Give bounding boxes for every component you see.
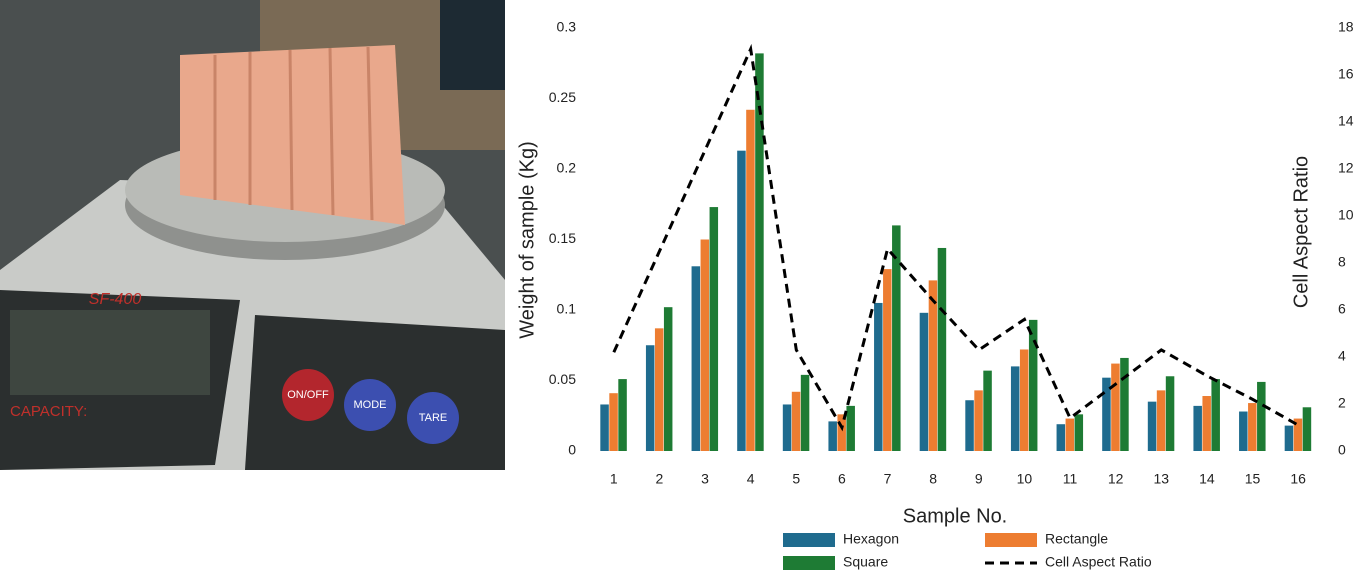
bar xyxy=(801,375,810,451)
button-label: ON/OFF xyxy=(287,389,329,401)
bar xyxy=(1120,358,1129,451)
bar xyxy=(692,266,701,451)
y-tick-label: 0.05 xyxy=(549,371,576,387)
x-tick-label: 15 xyxy=(1245,471,1261,487)
bar xyxy=(646,345,655,451)
y-tick-label: 0.3 xyxy=(557,19,577,35)
bar xyxy=(655,328,664,451)
bar xyxy=(1285,426,1294,451)
bar xyxy=(1211,379,1220,451)
x-tick-label: 9 xyxy=(975,471,983,487)
bar xyxy=(920,313,929,451)
legend-label: Hexagon xyxy=(843,531,899,547)
capacity-label: CAPACITY: xyxy=(10,403,87,420)
x-tick-label: 13 xyxy=(1154,471,1170,487)
bar xyxy=(746,110,755,451)
bar xyxy=(792,392,801,451)
bar xyxy=(892,225,901,451)
model-label: SF-400 xyxy=(89,291,142,308)
x-tick-label: 4 xyxy=(747,471,755,487)
bar xyxy=(618,379,627,451)
legend-swatch xyxy=(783,556,835,570)
page: SF-400 CAPACITY: ON/OFF MODE TARE Sample… xyxy=(0,0,1356,576)
y-tick-label: 0.25 xyxy=(549,89,576,105)
y2-tick-label: 6 xyxy=(1338,301,1346,317)
bar xyxy=(974,390,983,451)
y-tick-label: 0.2 xyxy=(557,160,577,176)
x-tick-label: 12 xyxy=(1108,471,1124,487)
bar xyxy=(1057,424,1066,451)
bar xyxy=(883,269,892,451)
photo: SF-400 CAPACITY: ON/OFF MODE TARE xyxy=(0,0,505,470)
bar xyxy=(1148,402,1157,451)
legend-swatch xyxy=(783,533,835,547)
bar xyxy=(1239,412,1248,451)
bar xyxy=(1248,403,1257,451)
bar xyxy=(701,240,710,452)
bar xyxy=(1257,382,1266,451)
x-tick-label: 1 xyxy=(610,471,618,487)
x-tick-label: 2 xyxy=(656,471,664,487)
bar xyxy=(938,248,947,451)
legend-label: Cell Aspect Ratio xyxy=(1045,554,1152,570)
bar xyxy=(874,303,883,451)
y2-tick-label: 2 xyxy=(1338,395,1346,411)
monitor xyxy=(440,0,505,90)
y-tick-label: 0.15 xyxy=(549,230,576,246)
y2-tick-label: 0 xyxy=(1338,442,1346,458)
y2-tick-label: 12 xyxy=(1338,160,1354,176)
bar xyxy=(1157,390,1166,451)
legend-swatch xyxy=(985,533,1037,547)
bar xyxy=(710,207,719,451)
figure: SF-400 CAPACITY: ON/OFF MODE TARE Sample… xyxy=(0,0,1356,576)
bar xyxy=(1166,376,1175,451)
bar xyxy=(1066,419,1075,451)
bar xyxy=(837,414,846,451)
x-tick-label: 8 xyxy=(929,471,937,487)
y2-tick-label: 16 xyxy=(1338,66,1354,82)
bar xyxy=(846,406,855,451)
bar xyxy=(1011,366,1020,451)
bar xyxy=(983,371,992,451)
bar xyxy=(609,393,618,451)
x-tick-label: 5 xyxy=(792,471,800,487)
bar xyxy=(929,280,938,451)
x-tick-label: 7 xyxy=(884,471,892,487)
button-label: TARE xyxy=(419,412,448,424)
bar xyxy=(828,421,837,451)
x-tick-label: 10 xyxy=(1017,471,1033,487)
y-axis-title: Weight of sample (Kg) xyxy=(516,141,538,339)
y2-tick-label: 10 xyxy=(1338,207,1354,223)
bar xyxy=(783,404,792,451)
legend-label: Rectangle xyxy=(1045,531,1108,547)
bar xyxy=(1020,349,1029,451)
bar xyxy=(1111,364,1120,451)
y2-tick-label: 18 xyxy=(1338,19,1354,35)
x-tick-label: 3 xyxy=(701,471,709,487)
y2-tick-label: 14 xyxy=(1338,113,1354,129)
bar xyxy=(1029,320,1038,451)
bar xyxy=(1303,407,1312,451)
x-tick-label: 6 xyxy=(838,471,846,487)
y2-tick-label: 8 xyxy=(1338,254,1346,270)
bar xyxy=(1202,396,1211,451)
x-tick-label: 16 xyxy=(1290,471,1306,487)
y2-tick-label: 4 xyxy=(1338,348,1346,364)
button-label: MODE xyxy=(354,399,387,411)
y2-axis-title: Cell Aspect Ratio xyxy=(1290,156,1312,308)
x-axis-title: Sample No. xyxy=(903,505,1008,527)
y-tick-label: 0 xyxy=(568,442,576,458)
bar xyxy=(965,400,974,451)
bar xyxy=(1193,406,1202,451)
display xyxy=(10,310,210,395)
bar xyxy=(600,404,609,451)
bar xyxy=(737,151,746,451)
bar xyxy=(1075,414,1084,451)
bar xyxy=(664,307,673,451)
x-tick-label: 11 xyxy=(1063,471,1078,487)
legend-label: Square xyxy=(843,554,888,570)
y-tick-label: 0.1 xyxy=(557,301,577,317)
x-tick-label: 14 xyxy=(1199,471,1215,487)
